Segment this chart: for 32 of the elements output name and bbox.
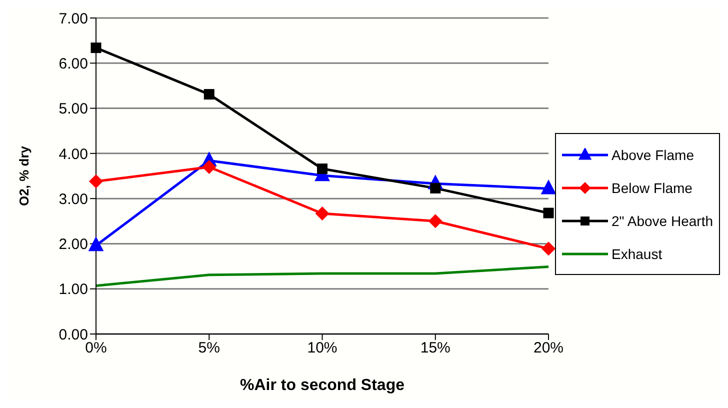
x-tick-label: 20% bbox=[534, 340, 564, 357]
y-tick-label: 6.00 bbox=[58, 55, 88, 72]
point bbox=[317, 164, 328, 174]
point bbox=[90, 42, 102, 54]
point bbox=[542, 242, 556, 256]
y-axis-title: O2, % dry bbox=[16, 145, 32, 206]
y-tick-label: 3.00 bbox=[58, 190, 88, 208]
point bbox=[204, 89, 214, 100]
x-tick-label: 10% bbox=[307, 340, 338, 357]
x-tick-label: 5% bbox=[198, 340, 220, 357]
y-tick-label: 5.00 bbox=[58, 100, 88, 118]
legend-label: Below Flame bbox=[612, 180, 692, 196]
legend-label: Exhaust bbox=[612, 246, 662, 262]
y-tick-label: 7.00 bbox=[58, 10, 88, 28]
y-tick-label: 4.00 bbox=[58, 146, 88, 163]
x-axis-title: %Air to second Stage bbox=[240, 377, 405, 394]
y-tick-label: 2.00 bbox=[58, 236, 88, 254]
line-series bbox=[94, 265, 550, 287]
legend-label: Above Flame bbox=[612, 146, 694, 162]
point bbox=[88, 236, 104, 252]
point bbox=[315, 206, 330, 220]
point bbox=[430, 182, 441, 194]
legend-label: 2" Above Hearth bbox=[612, 212, 713, 228]
point bbox=[202, 160, 216, 174]
point bbox=[540, 180, 556, 194]
x-tick-label: 15% bbox=[420, 340, 450, 357]
x-tick-label: 0% bbox=[85, 340, 107, 357]
point bbox=[543, 208, 554, 218]
point bbox=[89, 174, 103, 188]
y-tick-label: 1.00 bbox=[58, 281, 88, 298]
point bbox=[428, 214, 442, 228]
y-tick-label: 0.00 bbox=[58, 326, 88, 344]
